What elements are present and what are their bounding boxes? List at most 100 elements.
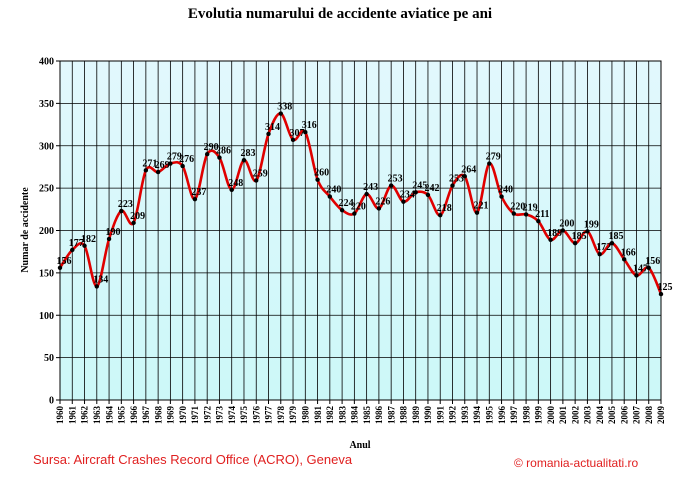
x-tick-label: 1978 <box>276 406 286 425</box>
x-tick-label: 1971 <box>190 406 200 425</box>
x-tick-label: 2006 <box>619 406 629 425</box>
data-point <box>192 196 198 202</box>
x-tick-label: 1984 <box>350 406 360 425</box>
x-tick-label: 1970 <box>178 406 188 425</box>
x-tick-label: 1980 <box>301 406 311 425</box>
x-tick-label: 2003 <box>583 406 593 425</box>
data-label: 189 <box>547 228 562 239</box>
data-label: 224 <box>339 198 354 209</box>
data-label: 264 <box>461 164 476 175</box>
data-label: 240 <box>326 185 341 196</box>
x-tick-label: 1962 <box>80 406 90 425</box>
x-tick-label: 1977 <box>264 406 274 425</box>
data-point <box>315 177 320 182</box>
y-tick-label: 0 <box>49 396 54 407</box>
x-tick-label: 2000 <box>546 406 556 425</box>
data-label: 269 <box>155 160 170 171</box>
data-label: 156 <box>645 256 660 267</box>
x-tick-label: 1986 <box>374 406 384 425</box>
data-label: 248 <box>228 178 243 189</box>
data-label: 223 <box>118 199 133 210</box>
data-point <box>143 168 149 173</box>
x-tick-label: 2007 <box>632 406 642 425</box>
data-point <box>450 183 455 188</box>
credit-note: © romania-actualitati.ro <box>514 456 639 470</box>
data-label: 218 <box>437 203 452 214</box>
y-tick-label: 250 <box>39 184 54 195</box>
data-label: 307 <box>290 128 305 139</box>
x-tick-label: 1972 <box>202 406 212 425</box>
data-label: 290 <box>204 142 219 153</box>
y-tick-label: 100 <box>39 311 54 322</box>
data-label: 316 <box>302 120 317 131</box>
x-tick-label: 1981 <box>313 406 323 425</box>
data-label: 314 <box>265 122 280 133</box>
data-point <box>94 284 99 289</box>
x-tick-label: 2002 <box>570 406 580 425</box>
x-tick-label: 1965 <box>117 406 127 425</box>
data-point <box>168 161 173 166</box>
data-point <box>413 190 418 195</box>
data-label: 242 <box>424 183 439 194</box>
data-label: 185 <box>572 231 587 242</box>
x-tick-label: 1989 <box>411 406 421 425</box>
x-tick-label: 1973 <box>215 406 225 425</box>
data-label: 221 <box>474 201 489 212</box>
x-tick-label: 2001 <box>558 406 568 425</box>
source-note: Sursa: Aircraft Crashes Record Office (A… <box>33 452 353 467</box>
data-point <box>597 252 602 257</box>
y-tick-label: 50 <box>44 353 54 364</box>
data-label: 177 <box>69 238 84 249</box>
data-label: 199 <box>584 219 599 230</box>
data-point <box>438 213 443 218</box>
y-tick-label: 300 <box>39 141 54 152</box>
data-point <box>622 257 627 262</box>
data-point <box>106 236 112 242</box>
data-label: 134 <box>93 274 108 285</box>
y-axis-ticks: 0 50 100 150 200 250 300 350 400 <box>39 57 60 407</box>
data-label: 286 <box>216 146 231 157</box>
data-point <box>536 218 541 224</box>
data-point <box>254 178 259 183</box>
data-point <box>229 187 234 193</box>
data-label: 279 <box>167 152 182 163</box>
x-tick-label: 1997 <box>509 406 519 425</box>
x-tick-label: 1992 <box>448 406 458 425</box>
x-tick-label: 1969 <box>166 406 176 425</box>
x-tick-label: 1966 <box>129 406 139 425</box>
grid <box>60 61 661 400</box>
data-point <box>560 228 566 233</box>
data-labels: 1561771821341902232092712692792762372902… <box>57 102 673 294</box>
data-label: 200 <box>559 219 574 230</box>
data-point <box>511 211 517 216</box>
data-label: 253 <box>449 174 464 185</box>
data-point <box>499 194 504 199</box>
data-label: 166 <box>621 247 636 258</box>
data-point <box>609 241 615 246</box>
data-label: 125 <box>658 282 673 293</box>
data-point <box>180 163 185 169</box>
data-point <box>266 131 271 137</box>
data-label: 211 <box>535 209 549 220</box>
data-label: 279 <box>486 152 501 163</box>
x-tick-label: 1974 <box>227 406 237 425</box>
data-point <box>634 273 639 278</box>
data-point <box>327 194 333 199</box>
x-axis-title: Anul <box>349 440 370 451</box>
data-label: 260 <box>314 168 329 179</box>
y-tick-label: 350 <box>39 99 54 110</box>
data-point <box>572 241 578 246</box>
x-tick-label: 1968 <box>153 406 163 425</box>
x-tick-label: 1964 <box>104 406 114 425</box>
data-label: 338 <box>277 102 292 113</box>
data-label: 283 <box>240 148 255 159</box>
data-label: 185 <box>608 231 623 242</box>
data-point <box>290 137 296 143</box>
data-point <box>401 199 406 204</box>
y-tick-label: 150 <box>39 268 54 279</box>
data-label: 253 <box>388 174 403 185</box>
data-point <box>352 211 357 216</box>
x-tick-label: 1990 <box>423 406 433 425</box>
data-point <box>474 210 480 215</box>
data-label: 276 <box>179 154 194 165</box>
